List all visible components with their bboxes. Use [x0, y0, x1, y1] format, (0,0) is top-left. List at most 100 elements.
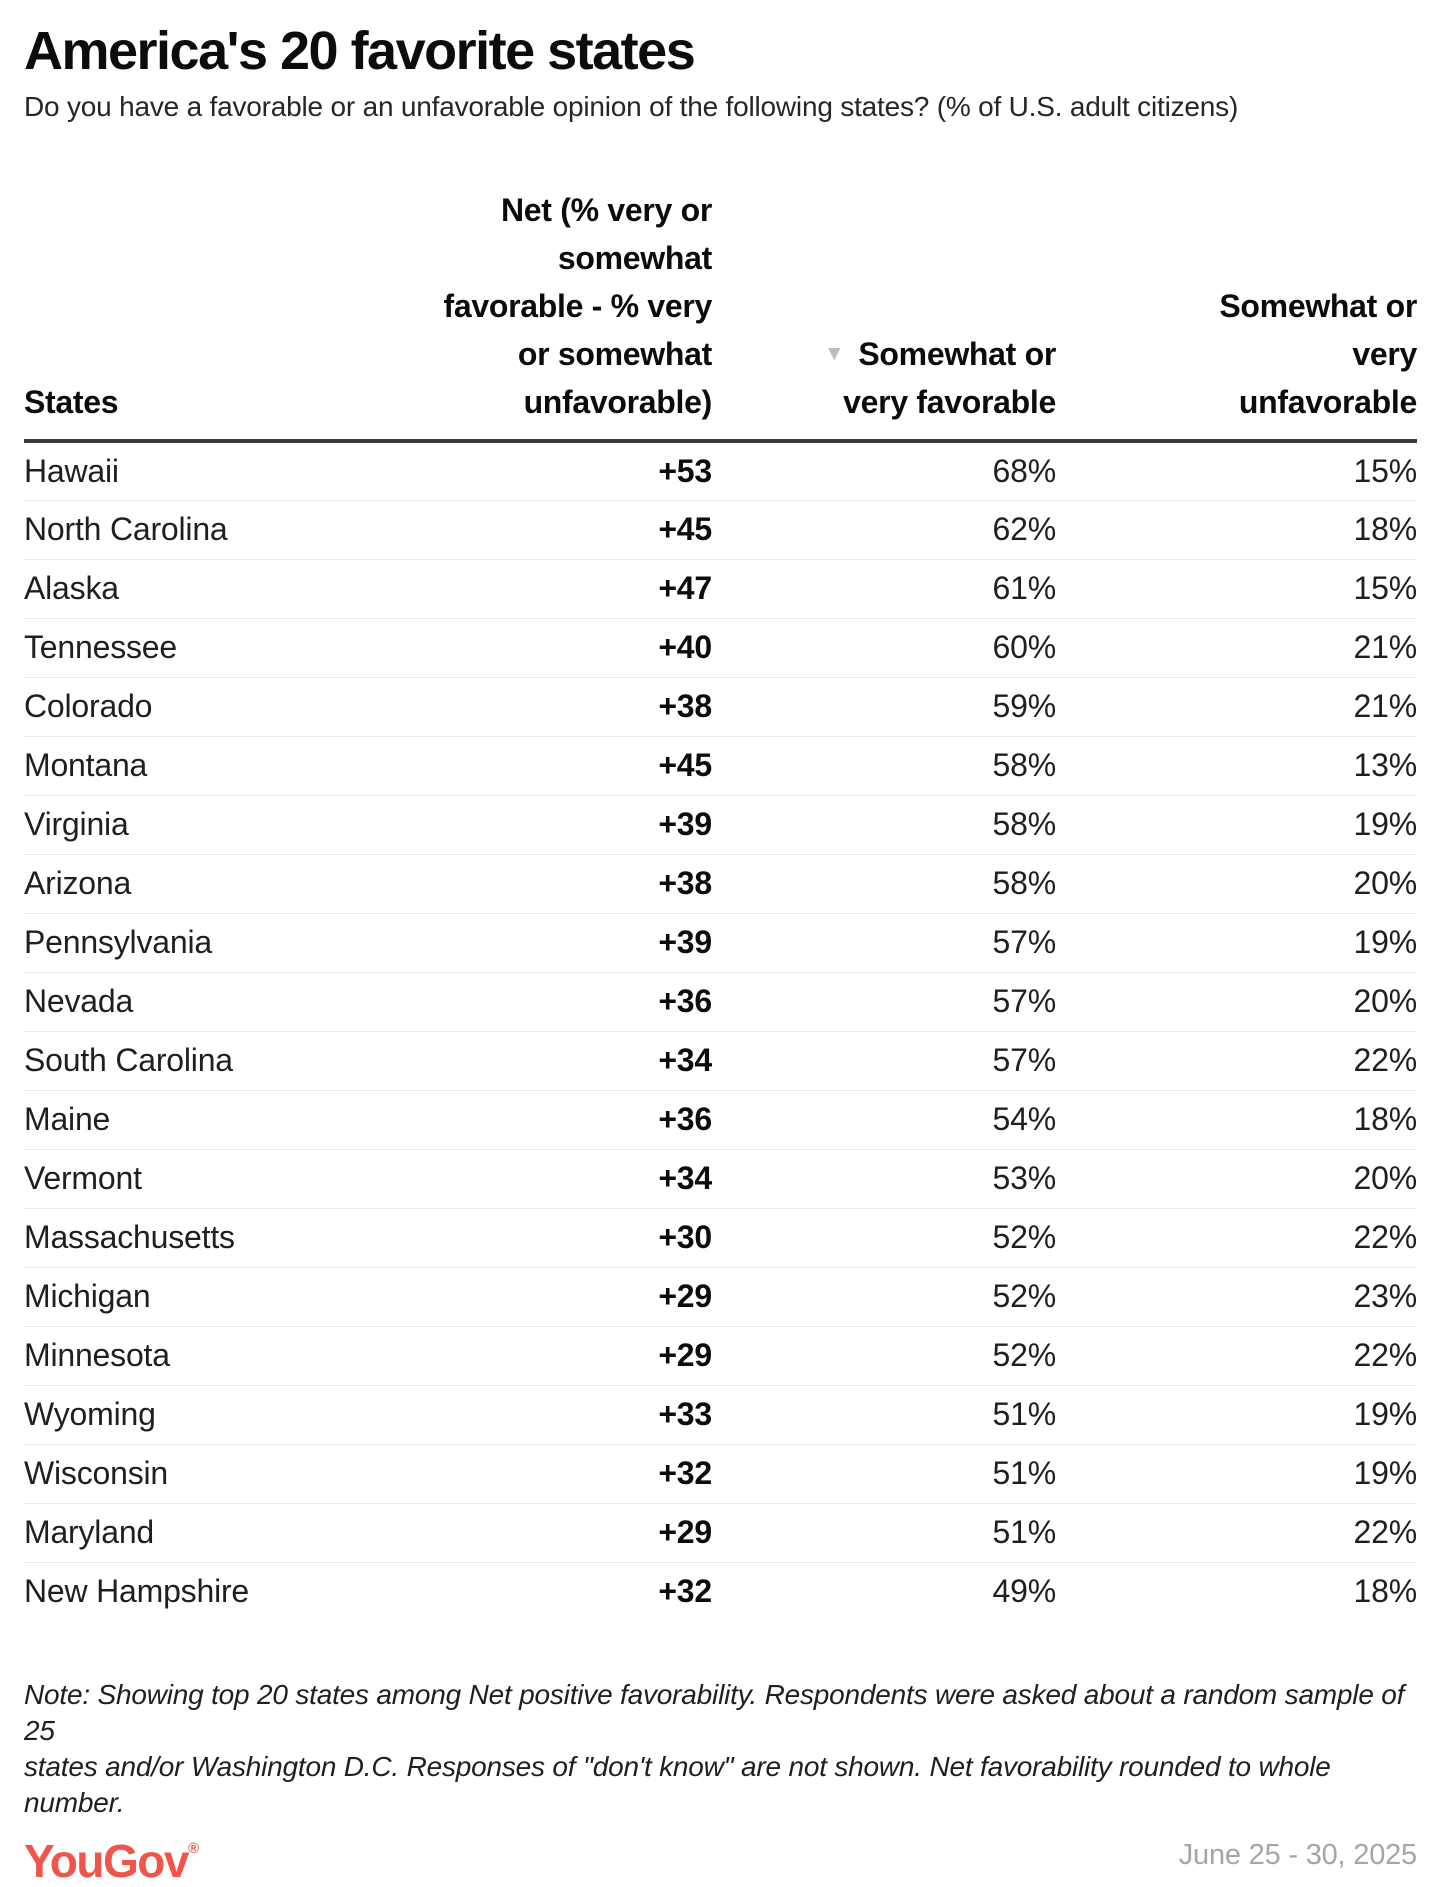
- table-row: South Carolina +34 57% 22%: [24, 1031, 1417, 1091]
- page-title: America's 20 favorite states: [24, 21, 696, 81]
- td-state: Tennessee: [24, 618, 424, 678]
- column-header-favorable[interactable]: ▼ Somewhat or very favorable: [712, 186, 1056, 443]
- td-unfavorable: 21%: [1056, 677, 1417, 737]
- table-row: Colorado +38 59% 21%: [24, 677, 1417, 737]
- td-unfavorable: 15%: [1056, 441, 1417, 501]
- td-net: +30: [424, 1208, 712, 1268]
- td-net: +38: [424, 677, 712, 737]
- table-body: Hawaii +53 68% 15% North Carolina +45 62% 18% Al…: [24, 441, 1417, 1621]
- td-state: Colorado: [24, 677, 424, 737]
- td-net: +36: [424, 1090, 712, 1150]
- td-net: +29: [424, 1326, 712, 1386]
- table-row: Minnesota +29 52% 22%: [24, 1326, 1417, 1386]
- td-unfavorable: 18%: [1056, 1090, 1417, 1150]
- td-unfavorable: 18%: [1056, 500, 1417, 560]
- td-unfavorable: 19%: [1056, 795, 1417, 855]
- td-favorable: 54%: [712, 1090, 1056, 1150]
- td-favorable: 52%: [712, 1267, 1056, 1327]
- td-net: +53: [424, 441, 712, 501]
- table-row: Maine +36 54% 18%: [24, 1090, 1417, 1150]
- td-unfavorable: 20%: [1056, 972, 1417, 1032]
- td-state: North Carolina: [24, 500, 424, 560]
- td-state: Massachusetts: [24, 1208, 424, 1268]
- survey-date: June 25 - 30, 2025: [1178, 1838, 1417, 1871]
- table-row: Pennsylvania +39 57% 19%: [24, 913, 1417, 973]
- td-state: Nevada: [24, 972, 424, 1032]
- td-favorable: 52%: [712, 1208, 1056, 1268]
- td-favorable: 62%: [712, 500, 1056, 560]
- td-favorable: 51%: [712, 1503, 1056, 1563]
- column-header-unfavorable[interactable]: Somewhat or very unfavorable: [1056, 186, 1417, 443]
- td-state: Virginia: [24, 795, 424, 855]
- table-row: Wyoming +33 51% 19%: [24, 1385, 1417, 1445]
- td-favorable: 60%: [712, 618, 1056, 678]
- td-favorable: 58%: [712, 854, 1056, 914]
- column-header-net[interactable]: Net (% very or somewhat favorable - % ve…: [424, 186, 712, 443]
- td-unfavorable: 22%: [1056, 1208, 1417, 1268]
- td-net: +39: [424, 795, 712, 855]
- td-net: +34: [424, 1149, 712, 1209]
- td-favorable: 58%: [712, 795, 1056, 855]
- td-favorable: 59%: [712, 677, 1056, 737]
- td-net: +33: [424, 1385, 712, 1445]
- table-row: Hawaii +53 68% 15%: [24, 441, 1417, 501]
- table-row: Vermont +34 53% 20%: [24, 1149, 1417, 1209]
- td-net: +45: [424, 500, 712, 560]
- td-state: Alaska: [24, 559, 424, 619]
- table-row: Virginia +39 58% 19%: [24, 795, 1417, 855]
- td-net: +34: [424, 1031, 712, 1091]
- td-favorable: 57%: [712, 972, 1056, 1032]
- td-state: Minnesota: [24, 1326, 424, 1386]
- column-header-states[interactable]: States: [24, 186, 424, 443]
- td-net: +29: [424, 1267, 712, 1327]
- td-net: +29: [424, 1503, 712, 1563]
- td-state: Montana: [24, 736, 424, 796]
- td-state: South Carolina: [24, 1031, 424, 1091]
- td-favorable: 57%: [712, 913, 1056, 973]
- table-row: New Hampshire +32 49% 18%: [24, 1562, 1417, 1621]
- favorability-table: States Net (% very or somewhat favorable…: [24, 186, 1417, 1621]
- td-net: +40: [424, 618, 712, 678]
- table-row: Nevada +36 57% 20%: [24, 972, 1417, 1032]
- footer: YouGov® June 25 - 30, 2025: [24, 1823, 1417, 1887]
- td-net: +45: [424, 736, 712, 796]
- column-header-favorable-label: Somewhat or very favorable: [843, 336, 1056, 420]
- td-state: New Hampshire: [24, 1573, 250, 1610]
- td-favorable: 53%: [712, 1149, 1056, 1209]
- table-row: Michigan +29 52% 23%: [24, 1267, 1417, 1327]
- td-net: +38: [424, 854, 712, 914]
- td-favorable: 49%: [992, 1573, 1057, 1610]
- td-favorable: 68%: [712, 441, 1056, 501]
- td-unfavorable: 19%: [1056, 913, 1417, 973]
- td-state: Hawaii: [24, 441, 424, 501]
- footnote: Note: Showing top 20 states among Net po…: [24, 1679, 1405, 1818]
- page-subtitle: Do you have a favorable or an unfavorabl…: [24, 91, 1239, 122]
- td-state: Arizona: [24, 854, 424, 914]
- td-unfavorable: 20%: [1056, 854, 1417, 914]
- td-favorable: 51%: [712, 1444, 1056, 1504]
- td-net: +39: [424, 913, 712, 973]
- td-net: +32: [658, 1573, 712, 1610]
- td-unfavorable: 22%: [1056, 1326, 1417, 1386]
- td-favorable: 57%: [712, 1031, 1056, 1091]
- td-unfavorable: 19%: [1056, 1444, 1417, 1504]
- table-row: Tennessee +40 60% 21%: [24, 618, 1417, 678]
- td-state: Pennsylvania: [24, 913, 424, 973]
- td-unfavorable: 15%: [1056, 559, 1417, 619]
- td-unfavorable: 20%: [1056, 1149, 1417, 1209]
- table-row: Alaska +47 61% 15%: [24, 559, 1417, 619]
- td-net: +32: [424, 1444, 712, 1504]
- td-unfavorable: 13%: [1056, 736, 1417, 796]
- td-unfavorable: 21%: [1056, 618, 1417, 678]
- td-unfavorable: 19%: [1056, 1385, 1417, 1445]
- sort-descending-icon: ▼: [823, 342, 845, 365]
- table-row: North Carolina +45 62% 18%: [24, 500, 1417, 560]
- td-unfavorable: 22%: [1056, 1503, 1417, 1563]
- td-unfavorable: 22%: [1056, 1031, 1417, 1091]
- td-state: Maryland: [24, 1503, 424, 1563]
- table-row: Arizona +38 58% 20%: [24, 854, 1417, 914]
- table-header-row: States Net (% very or somewhat favorable…: [24, 186, 1417, 443]
- table-row: Maryland +29 51% 22%: [24, 1503, 1417, 1563]
- table-row: Wisconsin +32 51% 19%: [24, 1444, 1417, 1504]
